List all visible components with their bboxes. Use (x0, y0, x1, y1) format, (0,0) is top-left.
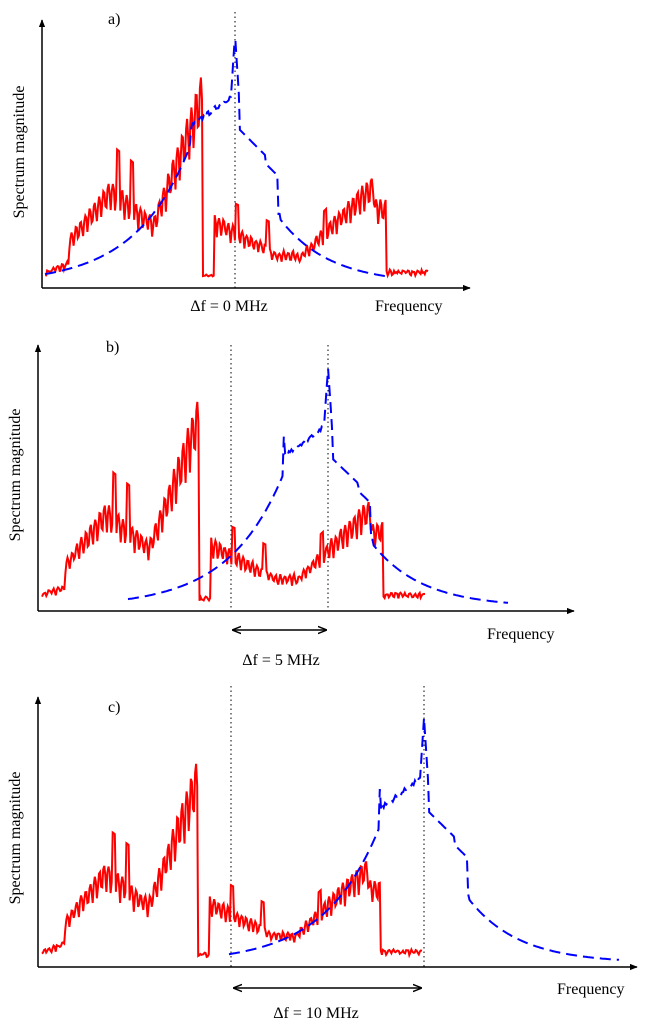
x-axis-label: Frequency (557, 981, 625, 998)
delta-f-label: Δf = 10 MHz (273, 1005, 359, 1022)
delta-f-label: Δf = 5 MHz (242, 652, 320, 669)
panel-c: c) Spectrum magnitude Frequency Δf = 10 … (7, 686, 638, 1022)
x-axis-label: Frequency (375, 298, 443, 315)
panel-label: a) (108, 11, 120, 28)
y-axis-label: Spectrum magnitude (7, 772, 24, 905)
delta-f-label: Δf = 0 MHz (190, 298, 268, 315)
series-blue-dashed (228, 717, 620, 961)
panel-label: b) (106, 339, 119, 356)
series-red-solid (41, 401, 426, 603)
y-axis-label: Spectrum magnitude (7, 409, 24, 542)
panel-a: a) Spectrum magnitude Frequency Δf = 0 M… (11, 11, 471, 315)
y-axis-label: Spectrum magnitude (11, 86, 28, 219)
panel-label: c) (108, 699, 120, 716)
series-blue-dashed (127, 368, 509, 604)
series-red-solid (41, 763, 423, 959)
series-blue-dashed (44, 40, 386, 277)
panel-b: b) Spectrum magnitude Frequency Δf = 5 M… (7, 339, 575, 669)
x-axis-label: Frequency (487, 626, 555, 643)
series-red-solid (45, 77, 429, 279)
